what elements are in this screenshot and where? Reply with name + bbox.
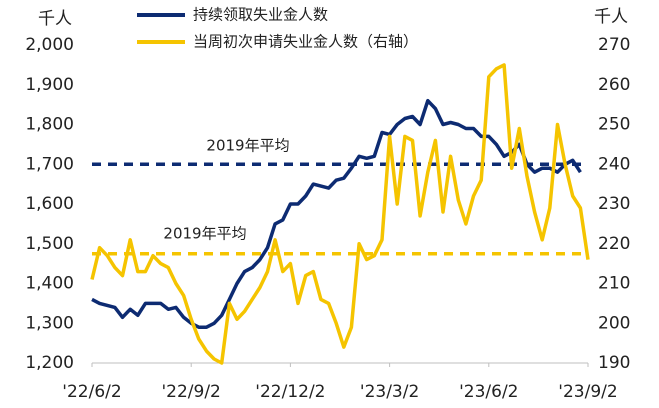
legend-label: 当周初次申请失业金人数（右轴） bbox=[193, 33, 418, 51]
y-tick-label: 1,400 bbox=[25, 274, 74, 294]
y-tick-label: 1,500 bbox=[25, 234, 74, 254]
y-tick-label: 1,300 bbox=[25, 313, 74, 333]
y-tick-label: 1,200 bbox=[25, 353, 74, 373]
x-tick-label: '23/3/2 bbox=[360, 382, 419, 402]
y-tick-label: 1,900 bbox=[25, 75, 74, 95]
series-line bbox=[90, 63, 590, 365]
y-axis-label: 千人 bbox=[38, 9, 72, 29]
y2-tick-label: 270 bbox=[598, 35, 630, 55]
y2-tick-label: 220 bbox=[598, 234, 630, 254]
y2-tick-label: 240 bbox=[598, 154, 630, 174]
reference-label: 2019年平均 bbox=[163, 225, 246, 243]
y-tick-label: 1,800 bbox=[25, 115, 74, 135]
reference-label: 2019年平均 bbox=[206, 137, 289, 155]
x-tick-label: '22/6/2 bbox=[62, 382, 121, 402]
series-line bbox=[91, 98, 582, 329]
y2-tick-label: 190 bbox=[598, 353, 630, 373]
y2-tick-label: 230 bbox=[598, 194, 630, 214]
x-tick-label: '23/9/2 bbox=[558, 382, 617, 402]
y2-tick-label: 200 bbox=[598, 313, 630, 333]
y-tick-label: 1,700 bbox=[25, 154, 74, 174]
x-tick-label: '23/6/2 bbox=[459, 382, 518, 402]
x-tick-label: '22/12/2 bbox=[255, 382, 325, 402]
y-tick-label: 1,600 bbox=[25, 194, 74, 214]
y2-tick-label: 210 bbox=[598, 274, 630, 294]
legend-label: 持续领取失业金人数 bbox=[193, 6, 328, 24]
y2-axis-label: 千人 bbox=[594, 7, 628, 27]
y-tick-label: 2,000 bbox=[25, 35, 74, 55]
y2-tick-label: 260 bbox=[598, 75, 630, 95]
y2-tick-label: 250 bbox=[598, 115, 630, 135]
x-tick-label: '22/9/2 bbox=[161, 382, 220, 402]
